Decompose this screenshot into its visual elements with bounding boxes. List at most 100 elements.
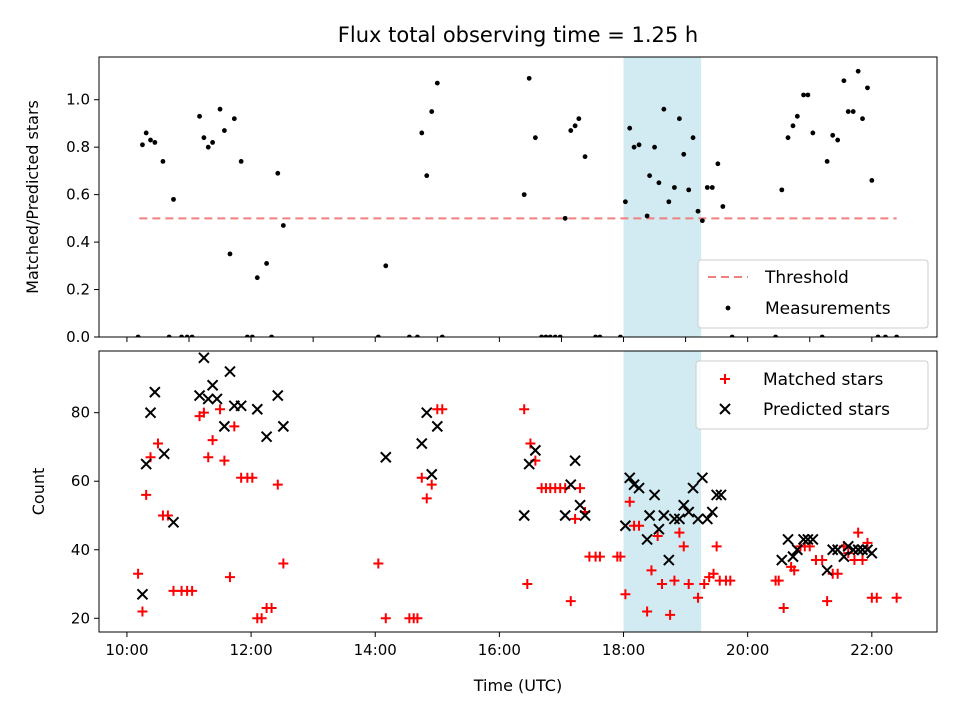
data-point	[838, 550, 850, 563]
legend-label: Matched stars	[763, 370, 883, 390]
data-point	[140, 142, 145, 148]
data-point	[789, 565, 800, 576]
data-point	[203, 452, 214, 463]
data-point	[264, 261, 269, 266]
axes-frame	[98, 56, 938, 338]
data-point	[711, 541, 722, 552]
data-point	[668, 513, 681, 525]
data-point	[682, 506, 695, 518]
legend: Matched stars Predicted stars	[695, 360, 929, 430]
data-point	[171, 196, 176, 202]
y-tick-label: 0.8	[66, 138, 90, 156]
data-point	[827, 544, 839, 556]
data-point	[841, 78, 847, 84]
data-point	[189, 334, 195, 337]
data-point	[624, 472, 636, 484]
data-point	[251, 403, 263, 415]
data-point	[785, 135, 791, 141]
legend-label: Threshold	[764, 268, 849, 288]
data-point	[198, 352, 210, 364]
data-point	[152, 438, 163, 449]
data-point	[217, 106, 223, 112]
data-point	[426, 468, 438, 481]
data-point	[666, 199, 672, 205]
data-point	[249, 334, 255, 337]
data-point	[179, 334, 184, 337]
data-point	[627, 125, 633, 131]
data-point	[167, 516, 180, 529]
data-point	[871, 592, 882, 603]
data-point	[866, 547, 878, 559]
y-axis-label: Matched/Predicted stars	[23, 100, 42, 294]
data-point	[205, 144, 211, 150]
data-point	[672, 185, 677, 190]
data-point	[277, 420, 290, 433]
y-tick-label: 0.4	[66, 233, 90, 251]
data-point	[280, 223, 286, 228]
data-point	[211, 393, 223, 405]
data-point	[817, 555, 828, 566]
data-point	[238, 159, 244, 164]
data-point	[790, 123, 796, 129]
data-point	[431, 420, 444, 433]
data-point	[673, 513, 686, 525]
data-point	[894, 334, 900, 337]
x-tick-label: 14:00	[354, 641, 397, 659]
data-point	[835, 137, 841, 143]
data-point	[244, 334, 250, 337]
data-point	[562, 215, 568, 221]
data-point	[582, 154, 588, 160]
data-point	[579, 509, 591, 522]
data-point	[776, 554, 788, 566]
data-point	[819, 334, 825, 337]
data-point	[644, 213, 650, 219]
data-point	[875, 334, 881, 337]
y-axis-label: Count	[29, 468, 48, 516]
data-point	[522, 579, 533, 590]
data-point	[802, 533, 814, 546]
data-point	[821, 564, 833, 577]
data-point	[646, 565, 657, 576]
data-point	[791, 544, 804, 556]
data-point	[437, 404, 448, 415]
data-point	[857, 555, 868, 566]
data-point	[158, 448, 170, 460]
data-point	[690, 135, 696, 141]
data-point	[720, 204, 726, 209]
data-point	[412, 613, 423, 624]
data-point	[678, 541, 689, 552]
highlight-span	[623, 57, 702, 337]
data-point	[665, 609, 676, 620]
data-point	[850, 109, 856, 114]
y-tick-label: 80	[71, 404, 90, 422]
data-point	[231, 116, 237, 122]
data-point	[778, 603, 789, 614]
data-point	[526, 75, 532, 81]
legend-matched-swatch	[720, 374, 730, 384]
data-point	[810, 130, 816, 136]
data-point	[269, 334, 274, 337]
data-point	[699, 579, 710, 590]
data-point	[426, 479, 437, 490]
data-point	[773, 334, 779, 337]
data-point	[715, 489, 727, 501]
data-point	[565, 478, 577, 491]
y-tick-label: 60	[71, 472, 90, 490]
x-tick-label: 12:00	[229, 641, 272, 659]
data-point	[518, 509, 530, 522]
data-point	[187, 585, 198, 596]
data-point	[260, 430, 273, 443]
data-point	[597, 334, 603, 337]
data-point	[631, 144, 637, 150]
data-point	[215, 404, 226, 415]
data-point	[676, 116, 682, 122]
x-tick-label: 22:00	[850, 641, 893, 659]
data-point	[380, 451, 392, 463]
data-point	[202, 393, 214, 405]
data-point	[543, 334, 549, 337]
data-point	[532, 135, 538, 141]
data-point	[135, 334, 141, 337]
data-point	[207, 435, 218, 446]
